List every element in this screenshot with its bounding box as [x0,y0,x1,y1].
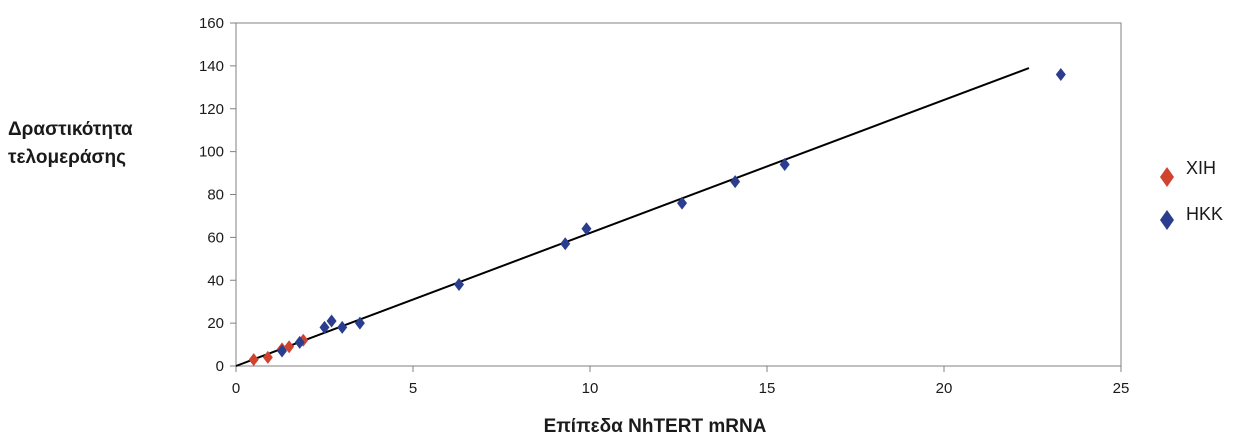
y-tick-label: 120 [199,101,224,118]
data-point-hkk [294,335,305,349]
legend-label-xih: XIH [1186,158,1216,178]
trendline [235,67,1030,367]
legend-marker-xih [1160,167,1174,187]
x-tick-label: 5 [409,380,417,397]
y-axis: 0 20 40 60 80 100 120 140 160 [199,15,236,375]
data-points [248,67,1066,367]
x-tick-label: 15 [759,380,776,397]
y-axis-title-line-2: τελομεράσης [8,147,126,168]
plot-area [235,22,1122,367]
y-tick-label: 20 [207,315,224,332]
y-tick-label: 100 [199,144,224,161]
x-axis: 0 5 10 15 20 25 [232,366,1130,397]
data-point-hkk [337,320,348,334]
x-axis-title: Επίπεδα NhTERT mRNA [544,416,767,437]
data-point-hkk [277,344,288,358]
y-tick-label: 80 [207,187,224,204]
data-point-hkk [677,196,688,210]
data-point-xih [284,340,295,354]
data-point-xih [262,350,273,364]
y-tick-label: 60 [207,229,224,246]
data-point-hkk [354,316,365,330]
y-tick-label: 160 [199,15,224,32]
data-point-hkk [581,222,592,236]
legend-marker-hkk [1160,210,1174,230]
x-tick-label: 20 [936,380,953,397]
y-tick-label: 140 [199,58,224,75]
data-point-hkk [319,320,330,334]
data-point-xih [248,353,259,367]
y-axis-title-line-1: Δραστικότητα [8,119,133,140]
legend: XIH HKK [1160,158,1223,230]
y-tick-label: 40 [207,272,224,289]
data-point-hkk [326,314,337,328]
x-tick-label: 0 [232,380,240,397]
data-point-hkk [779,157,790,171]
x-tick-label: 25 [1113,380,1130,397]
y-tick-label: 0 [216,358,224,375]
x-tick-label: 10 [582,380,599,397]
data-point-hkk [560,237,571,251]
data-point-hkk [1055,67,1066,81]
data-point-hkk [454,278,465,292]
legend-label-hkk: HKK [1186,204,1223,224]
data-point-hkk [730,175,741,189]
